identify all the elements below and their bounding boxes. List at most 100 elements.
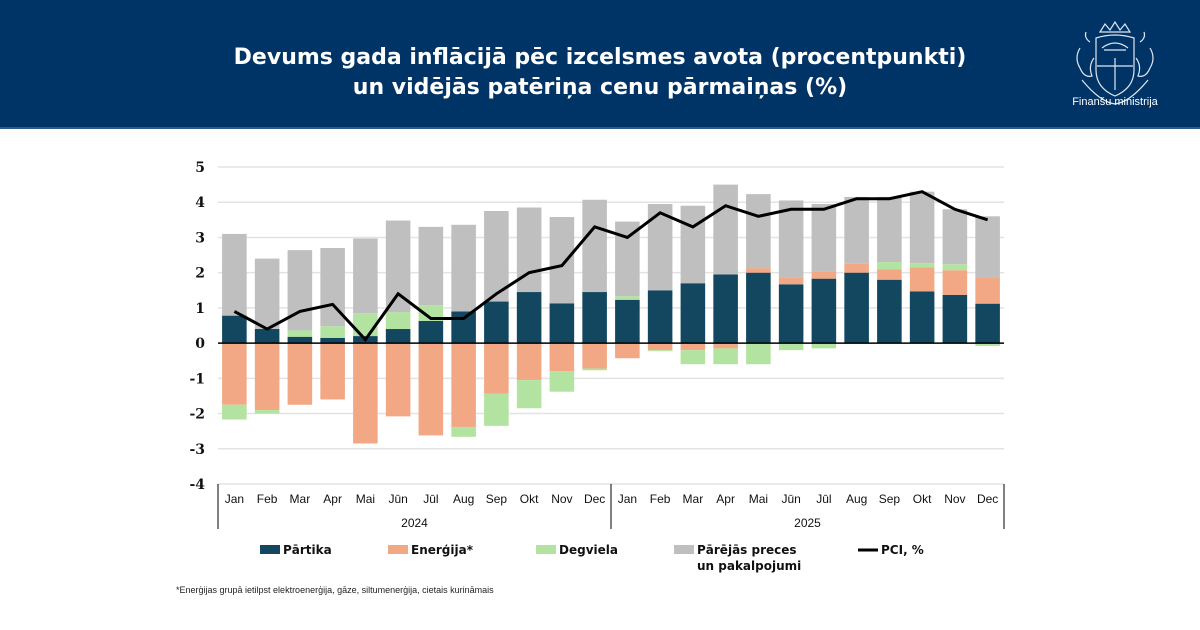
bar-segment-pārējās-preces-un-pakalpojumi — [385, 220, 411, 313]
y-tick-label: -2 — [189, 407, 205, 423]
bar-segment-degviela — [385, 312, 411, 330]
bar-segment-pārējās-preces-un-pakalpojumi — [680, 205, 706, 284]
x-tick-label: Mai — [356, 492, 375, 506]
x-tick-label: Mar — [683, 492, 704, 506]
chart: 5 4 3 2 1 0 -1 -2 -3 -4 Jan Feb Mar Apr Mai Jūn Jūl Aug S… — [189, 160, 1005, 573]
y-tick-label: 3 — [195, 230, 205, 246]
footnote: *Enerģijas grupā ietilpst elektroenerģij… — [176, 585, 494, 595]
bar-segment-degviela — [811, 343, 837, 349]
legend-swatch — [260, 545, 280, 554]
bar-segment-degviela — [353, 313, 378, 337]
bar-segment-degviela — [484, 393, 509, 426]
bar-segment-degviela — [778, 343, 804, 351]
x-tick-label: Apr — [716, 492, 735, 506]
bar-segment-pārējās-preces-un-pakalpojumi — [549, 217, 575, 304]
bar-segment-degviela — [287, 330, 313, 337]
y-tick-label: -4 — [189, 477, 205, 493]
bar-segment-enerģija- — [353, 343, 378, 444]
bar-segment-enerģija- — [713, 343, 738, 349]
legend-label: Enerģija* — [411, 543, 474, 557]
bar-segment-enerģija- — [942, 270, 968, 295]
bar-segment-pārējās-preces-un-pakalpojumi — [582, 199, 607, 293]
x-tick-label: Nov — [944, 492, 965, 506]
x-tick-label: Jūl — [816, 492, 831, 506]
x-tick-label: Jan — [225, 492, 244, 506]
x-tick-label: Sep — [879, 492, 901, 506]
x-tick-label: Aug — [453, 492, 474, 506]
bar-segment-degviela — [549, 371, 575, 392]
bar-segment-pārtika — [942, 294, 968, 344]
legend-swatch — [388, 545, 408, 554]
bar-segment-enerģija- — [320, 343, 345, 400]
y-tick-label: -3 — [189, 442, 205, 458]
bar-segment-degviela — [647, 350, 673, 352]
bar-segment-enerģija- — [254, 343, 280, 411]
pci-series-line — [233, 190, 989, 342]
legend-label: Pārtika — [283, 543, 332, 557]
bar-segment-degviela — [615, 296, 640, 300]
bar-segment-degviela — [451, 426, 476, 437]
y-tick-label: 0 — [195, 336, 205, 352]
y-tick-label: -1 — [189, 371, 205, 387]
bar-segment-pārtika — [287, 336, 313, 344]
bar-segment-enerģija- — [484, 343, 509, 394]
y-axis-ticks: 5 4 3 2 1 0 -1 -2 -3 -4 — [189, 160, 205, 493]
bar-segment-pārtika — [844, 272, 869, 344]
bar-segment-pārtika — [877, 279, 902, 344]
bar-segment-enerģija- — [582, 343, 607, 369]
bar-segment-pārtika — [484, 301, 509, 344]
bar-segment-degviela — [516, 380, 542, 409]
legend-swatch — [536, 545, 556, 554]
bar-segment-enerģija- — [549, 343, 575, 372]
bar-segment-enerģija- — [647, 343, 673, 351]
logo-text: Finanšu ministrija — [1072, 96, 1158, 108]
legend-label: PCI, % — [881, 543, 924, 557]
bar-segment-degviela — [713, 348, 738, 365]
bar-segment-pārējās-preces-un-pakalpojumi — [811, 203, 837, 272]
bar-segment-enerģija- — [844, 263, 869, 273]
bar-segment-pārējās-preces-un-pakalpojumi — [909, 191, 935, 264]
bar-segment-degviela — [320, 326, 345, 338]
bar-segment-pārējās-preces-un-pakalpojumi — [353, 238, 378, 314]
header-divider — [0, 127, 1200, 129]
x-tick-label: Nov — [551, 492, 572, 506]
bar-segment-pārējās-preces-un-pakalpojumi — [418, 226, 444, 306]
bar-segment-enerģija- — [451, 343, 476, 427]
x-axis: Jan Feb Mar Apr Mai Jūn Jūl Aug Sep Okt Nov Dec Jan F… — [217, 484, 1005, 530]
title-line-2: un vidējās patēriņa cenu pārmaiņas (%) — [352, 75, 848, 100]
bar-segment-pārtika — [582, 292, 607, 344]
x-tick-label: Jūn — [781, 492, 800, 506]
bar-segment-pārtika — [222, 315, 247, 344]
legend-label: Degviela — [559, 543, 618, 557]
bar-segment-degviela — [877, 262, 902, 270]
x-tick-label: Feb — [650, 492, 671, 506]
chart-title: Devums gada inflācijā pēc izcelsmes avot… — [150, 43, 1050, 103]
bar-segment-pārtika — [320, 337, 345, 344]
bars — [222, 184, 1000, 444]
bar-segment-enerģija- — [811, 271, 837, 279]
bar-segment-pārtika — [451, 311, 476, 344]
bar-segment-degviela — [942, 264, 968, 271]
x-tick-label: Mar — [290, 492, 311, 506]
bar-segment-pārējās-preces-un-pakalpojumi — [451, 224, 476, 312]
bar-segment-pārtika — [680, 283, 706, 344]
bar-segment-pārējās-preces-un-pakalpojumi — [713, 184, 738, 275]
bar-segment-pārtika — [811, 278, 837, 344]
bar-segment-degviela — [254, 410, 280, 414]
bar-segment-enerģija- — [975, 277, 1000, 304]
x-tick-label: Aug — [846, 492, 867, 506]
bar-segment-pārtika — [746, 272, 771, 344]
bar-segment-pārējās-preces-un-pakalpojumi — [484, 211, 509, 302]
bar-segment-enerģija- — [680, 343, 706, 351]
coat-of-arms-icon — [1076, 20, 1154, 105]
legend-swatch — [674, 545, 694, 554]
bar-segment-pārtika — [975, 303, 1000, 344]
y-tick-label: 2 — [195, 266, 205, 282]
bar-segment-pārtika — [778, 284, 804, 344]
bar-segment-pārtika — [909, 291, 935, 344]
bar-segment-pārējās-preces-un-pakalpojumi — [975, 216, 1000, 278]
x-tick-label: Jūn — [388, 492, 407, 506]
bar-segment-enerģija- — [778, 277, 804, 285]
bar-segment-pārtika — [254, 329, 280, 344]
bar-segment-enerģija- — [516, 343, 542, 381]
